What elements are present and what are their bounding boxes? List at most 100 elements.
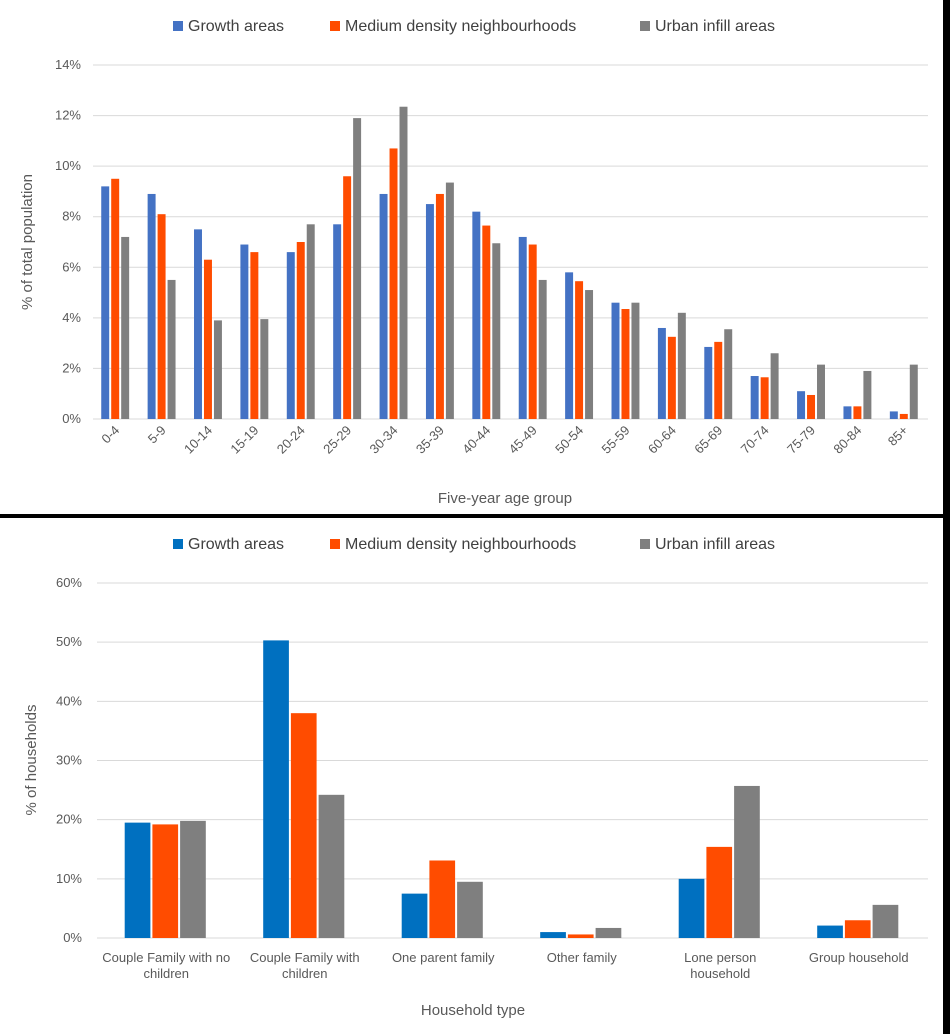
bar: [872, 904, 899, 938]
bar: [472, 211, 481, 419]
bar: [817, 925, 843, 938]
bar: [429, 860, 456, 938]
x-tick-label: 5-9: [145, 423, 169, 447]
x-tick-label: 80-84: [830, 423, 864, 457]
x-tick-label: One parent family: [392, 950, 495, 965]
legend-label: Urban infill areas: [655, 536, 775, 553]
bar: [290, 713, 317, 938]
legend-swatch: [640, 21, 650, 31]
bar: [445, 182, 454, 419]
x-tick-label: 15-19: [227, 423, 261, 457]
legend-label: Medium density neighbourhoods: [345, 536, 576, 553]
bar: [121, 236, 130, 419]
bar: [657, 327, 666, 419]
x-tick-label: children: [282, 966, 328, 981]
bar: [250, 252, 259, 419]
legend-swatch: [330, 21, 340, 31]
x-tick-label: 35-39: [413, 423, 447, 457]
bar: [147, 193, 156, 419]
bar: [111, 178, 120, 419]
bar: [389, 148, 398, 419]
bar: [797, 391, 806, 419]
y-tick-label: 0%: [63, 930, 82, 945]
bar: [343, 176, 352, 419]
bar: [853, 406, 862, 419]
legend-label: Medium density neighbourhoods: [345, 18, 576, 35]
bar: [575, 281, 584, 419]
y-tick-label: 12%: [55, 108, 81, 123]
bars: [101, 106, 918, 419]
y-tick-label: 8%: [62, 209, 81, 224]
bar: [585, 290, 594, 419]
bar: [538, 279, 547, 419]
x-tick-label: 45-49: [506, 423, 540, 457]
bar: [457, 881, 483, 938]
bar: [167, 279, 176, 419]
bar: [621, 309, 630, 419]
y-axis-title: % of households: [23, 705, 40, 816]
bar: [286, 252, 295, 419]
bar: [152, 824, 179, 938]
bar: [889, 411, 898, 419]
x-tick-label: 40-44: [459, 423, 493, 457]
bar: [843, 406, 852, 419]
x-tick-label: 25-29: [320, 423, 354, 457]
y-tick-label: 4%: [62, 310, 81, 325]
x-axis-title: Five-year age group: [438, 490, 572, 507]
bar: [399, 106, 408, 419]
bar: [435, 193, 444, 419]
y-tick-label: 6%: [62, 259, 81, 274]
legend-swatch: [173, 539, 183, 549]
legend-label: Growth areas: [188, 18, 284, 35]
bar: [817, 364, 825, 419]
y-tick-label: 30%: [56, 753, 82, 768]
legend-label: Growth areas: [188, 536, 284, 553]
bar: [807, 394, 816, 419]
x-tick-label: household: [690, 966, 750, 981]
bar: [899, 413, 908, 419]
bar: [333, 224, 342, 419]
bar: [704, 346, 713, 419]
bar: [296, 242, 305, 419]
bar: [124, 822, 151, 938]
x-axis-title: Household type: [421, 1002, 525, 1019]
x-tick-label: Couple Family with: [250, 950, 360, 965]
bar: [706, 846, 733, 938]
bar: [518, 236, 527, 419]
x-tick-label: 10-14: [181, 423, 215, 457]
bar: [677, 312, 686, 419]
y-tick-label: 0%: [62, 411, 81, 426]
bar: [482, 225, 491, 419]
bar: [724, 329, 733, 419]
bar: [194, 229, 202, 419]
bar: [714, 341, 723, 419]
x-tick-label: 60-64: [645, 423, 679, 457]
bar: [263, 640, 289, 938]
x-tick-label: Lone person: [684, 950, 756, 965]
bar: [180, 820, 206, 938]
x-tick-label: 85+: [885, 423, 911, 449]
bar: [565, 272, 574, 419]
legend-swatch: [173, 21, 183, 31]
bars: [124, 640, 899, 938]
x-tick-label: 0-4: [98, 423, 122, 447]
y-tick-label: 10%: [56, 871, 82, 886]
bar: [734, 785, 760, 938]
x-tick-label: 65-69: [691, 423, 725, 457]
bar: [213, 320, 222, 419]
x-tick-label: 70-74: [738, 423, 772, 457]
age-chart-panel: Growth areas Medium density neighbourhood…: [0, 0, 943, 514]
x-tick-label: Other family: [547, 950, 618, 965]
age-distribution-chart: Growth areas Medium density neighbourhood…: [19, 18, 928, 507]
bar: [595, 927, 622, 938]
x-tick-label: 30-34: [367, 423, 401, 457]
bar: [528, 244, 537, 419]
bar: [567, 934, 594, 938]
bar: [306, 224, 315, 419]
legend: Growth areas Medium density neighbourhood…: [173, 536, 775, 553]
bar: [909, 364, 918, 419]
bar: [844, 920, 871, 938]
x-tick-label: 50-54: [552, 423, 586, 457]
bar: [678, 878, 705, 938]
bar: [318, 794, 345, 938]
